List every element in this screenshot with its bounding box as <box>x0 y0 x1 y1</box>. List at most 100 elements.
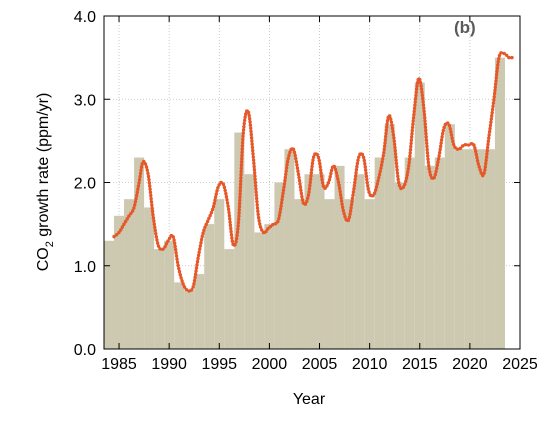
monthly-point <box>347 215 352 219</box>
bar-2019 <box>454 149 465 349</box>
monthly-point <box>382 147 386 152</box>
monthly-point <box>379 163 384 167</box>
monthly-point <box>258 225 263 229</box>
monthly-point <box>264 229 268 234</box>
monthly-point <box>466 143 471 147</box>
monthly-point <box>296 169 300 173</box>
monthly-point <box>363 161 367 166</box>
monthly-point <box>147 181 152 185</box>
monthly-point <box>138 171 143 176</box>
monthly-point <box>240 153 244 158</box>
annual-bars <box>104 57 505 349</box>
monthly-point <box>391 133 396 137</box>
monthly-point <box>134 196 138 201</box>
monthly-point <box>279 204 283 208</box>
monthly-point <box>499 51 503 55</box>
monthly-point <box>133 203 137 207</box>
monthly-point <box>123 219 128 224</box>
monthly-point <box>237 214 241 218</box>
monthly-point <box>156 244 161 248</box>
monthly-point <box>411 119 415 123</box>
bar-1992 <box>184 290 195 349</box>
monthly-point <box>316 155 321 160</box>
monthly-point <box>249 129 253 134</box>
monthly-point <box>488 123 493 128</box>
monthly-point <box>284 169 288 173</box>
monthly-point <box>409 138 414 142</box>
monthly-point <box>494 79 498 83</box>
monthly-point <box>353 180 357 185</box>
bar-2002 <box>284 149 295 349</box>
monthly-point <box>238 198 242 202</box>
x-tick-label: 2015 <box>402 356 438 373</box>
monthly-point <box>376 179 380 183</box>
monthly-point <box>298 182 302 186</box>
monthly-point <box>227 214 232 218</box>
monthly-point <box>273 221 278 226</box>
monthly-point <box>257 219 261 223</box>
monthly-point <box>214 192 218 196</box>
monthly-point <box>208 213 212 218</box>
monthly-point <box>224 195 229 199</box>
monthly-point <box>482 171 486 175</box>
monthly-point <box>391 129 395 134</box>
monthly-point <box>174 251 178 255</box>
monthly-point <box>440 135 444 139</box>
monthly-point <box>389 117 393 121</box>
monthly-point <box>433 172 438 177</box>
monthly-point <box>437 150 442 155</box>
monthly-point <box>194 266 199 270</box>
monthly-point <box>150 203 154 207</box>
monthly-point <box>346 218 351 223</box>
monthly-point <box>351 190 356 194</box>
monthly-point <box>254 193 259 197</box>
monthly-point <box>288 150 292 154</box>
monthly-point <box>175 260 180 265</box>
monthly-point <box>332 164 337 169</box>
y-axis-label-rest: growth rate (ppm/yr) <box>35 93 52 241</box>
monthly-point <box>435 166 439 171</box>
monthly-point <box>485 152 489 156</box>
monthly-point <box>497 53 502 58</box>
monthly-point <box>337 183 341 187</box>
monthly-point <box>229 226 233 231</box>
monthly-point <box>300 194 304 199</box>
monthly-point <box>397 183 402 188</box>
monthly-point <box>283 175 288 180</box>
monthly-point <box>410 125 415 130</box>
monthly-point <box>254 190 258 194</box>
monthly-point <box>134 193 139 198</box>
monthly-point <box>229 229 233 234</box>
bar-2016 <box>424 165 435 349</box>
monthly-point <box>310 164 314 169</box>
monthly-point <box>178 273 182 277</box>
monthly-point <box>382 144 387 148</box>
monthly-point <box>295 166 300 170</box>
monthly-point <box>146 174 151 179</box>
monthly-point <box>201 231 205 236</box>
monthly-point <box>235 230 240 234</box>
monthly-point <box>227 210 231 215</box>
monthly-point <box>394 155 398 159</box>
monthly-point <box>489 120 493 124</box>
monthly-point <box>439 141 443 145</box>
monthly-point <box>436 160 440 164</box>
monthly-point <box>281 188 286 192</box>
monthly-point <box>114 233 119 237</box>
monthly-point <box>285 163 289 167</box>
monthly-point <box>253 183 258 188</box>
monthly-point <box>228 220 232 224</box>
monthly-point <box>394 161 399 166</box>
monthly-point <box>493 82 498 86</box>
monthly-point <box>211 204 216 209</box>
monthly-point <box>268 225 272 229</box>
monthly-point <box>374 185 379 189</box>
monthly-point <box>171 235 176 239</box>
monthly-point <box>127 214 131 218</box>
monthly-point <box>352 183 357 188</box>
monthly-point <box>496 63 500 67</box>
bar-2008 <box>344 199 355 349</box>
monthly-point <box>203 225 207 229</box>
monthly-point <box>362 158 366 163</box>
monthly-point <box>406 170 410 174</box>
